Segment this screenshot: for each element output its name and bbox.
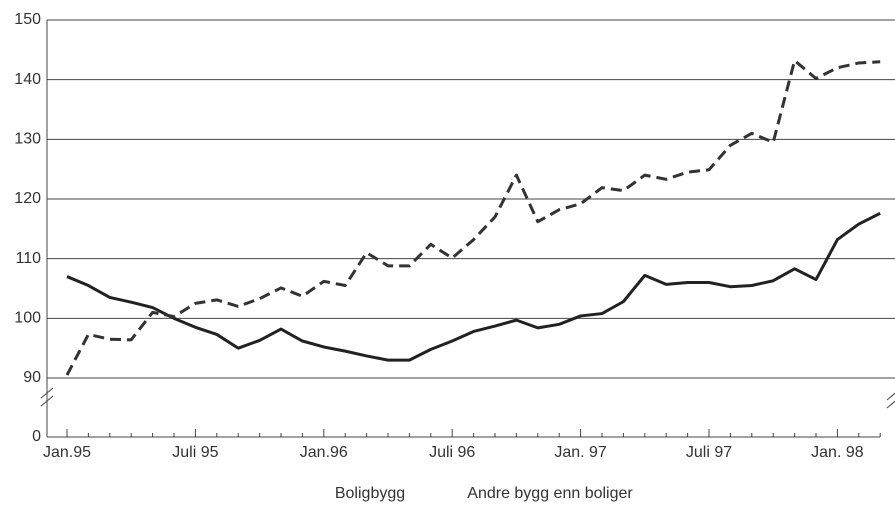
x-tick-label: Jan. 98	[811, 444, 864, 461]
y-tick-label: 130	[14, 131, 41, 148]
y-tick-label: 140	[14, 71, 41, 88]
axis-break	[886, 392, 895, 409]
x-tick-label: Juli 96	[429, 444, 475, 461]
legend-label: Andre bygg enn boliger	[467, 485, 633, 502]
x-tick-label: Juli 97	[686, 444, 732, 461]
x-tick-label: Jan.96	[300, 444, 348, 461]
x-tick-label: Jan. 97	[554, 444, 607, 461]
y-tick-label: 110	[15, 250, 41, 267]
y-tick-label: 100	[14, 310, 41, 327]
legend-label: Boligbygg	[335, 485, 405, 502]
axis-break	[40, 387, 54, 407]
x-tick-label: Jan.95	[43, 444, 91, 461]
y-tick-label: 90	[23, 369, 41, 386]
x-tick-label: Juli 95	[172, 444, 218, 461]
y-tick-label: 0	[32, 428, 41, 445]
y-tick-label: 150	[14, 11, 41, 28]
series-line	[65, 59, 881, 376]
y-tick-label: 120	[14, 190, 41, 207]
series-line	[66, 211, 881, 362]
